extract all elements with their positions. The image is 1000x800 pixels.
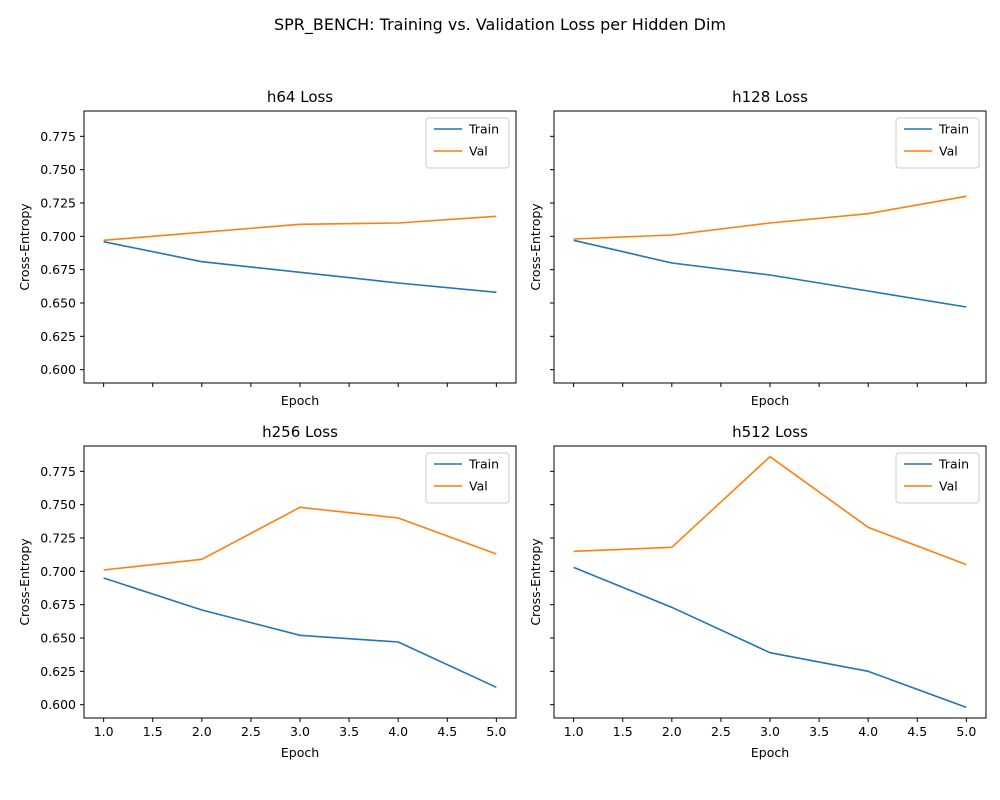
legend-box: [895, 452, 980, 504]
y-axis-label: Cross-Entropy: [17, 538, 32, 626]
axes-frame: [553, 445, 987, 719]
x-axis-label: Epoch: [281, 393, 319, 408]
y-tick-label: 0.700: [40, 564, 76, 579]
legend: Train Val: [425, 117, 510, 169]
y-tick-label: 0.725: [40, 531, 76, 546]
figure-suptitle: SPR_BENCH: Training vs. Validation Loss …: [274, 15, 726, 35]
y-tick-label: 0.700: [40, 229, 76, 244]
series-line-train: [103, 577, 497, 689]
legend-label-val: Val: [469, 479, 488, 494]
y-axis-label: Cross-Entropy: [528, 538, 543, 626]
y-tick-label: 0.625: [40, 664, 76, 679]
x-tick-label: 1.0: [564, 724, 584, 739]
subplot-3: h256 Loss 0.600 0.625 0.650 0.675 0.700 0.725 0…: [17, 423, 517, 760]
axes-frame: [83, 445, 517, 719]
x-tick-label: 2.0: [192, 724, 212, 739]
series-line-train: [573, 239, 967, 308]
legend-label-val: Val: [939, 144, 958, 159]
y-axis-label: Cross-Entropy: [17, 203, 32, 291]
legend-label-train: Train: [938, 457, 969, 472]
series-line-train: [573, 566, 967, 709]
y-tick-label: 0.775: [40, 129, 76, 144]
y-axis-label: Cross-Entropy: [528, 203, 543, 291]
legend-label-train: Train: [468, 457, 499, 472]
x-tick-label: 3.5: [809, 724, 829, 739]
x-tick-label: 3.0: [760, 724, 780, 739]
x-tick-label: 1.5: [613, 724, 633, 739]
subplot-4: h512 Loss 1.0 1.5 2.0 2.5 3.0 3.5 4.0 4.5 5.0 Epoc…: [528, 423, 987, 760]
y-tick-label: 0.750: [40, 497, 76, 512]
legend: Train Val: [895, 452, 980, 504]
x-tick-label: 3.5: [339, 724, 359, 739]
x-tick-label: 3.0: [290, 724, 310, 739]
subplot-2: h128 Loss Epoch Cross-Entropy Train Val: [528, 88, 987, 408]
subplot-grid: h64 Loss 0.600 0.625 0.650 0.675 0.700 0.725 0.…: [17, 88, 987, 760]
x-tick-label: 2.5: [711, 724, 731, 739]
subplot-title: h128 Loss: [732, 88, 808, 106]
y-tick-label: 0.750: [40, 162, 76, 177]
x-tick-label: 5.0: [486, 724, 506, 739]
axes-frame: [83, 110, 517, 384]
legend: Train Val: [895, 117, 980, 169]
x-tick-label: 4.5: [907, 724, 927, 739]
series-line-val: [573, 455, 967, 566]
x-axis-label: Epoch: [751, 745, 789, 760]
series-line-train: [103, 240, 497, 294]
series-line-val: [573, 195, 967, 240]
x-axis-label: Epoch: [281, 745, 319, 760]
y-tick-label: 0.600: [40, 362, 76, 377]
legend-label-val: Val: [939, 479, 958, 494]
legend-label-train: Train: [468, 122, 499, 137]
x-axis-label: Epoch: [751, 393, 789, 408]
series-line-val: [103, 215, 497, 242]
legend-label-val: Val: [469, 144, 488, 159]
x-tick-label: 1.0: [94, 724, 114, 739]
axes-frame: [553, 110, 987, 384]
y-tick-label: 0.600: [40, 697, 76, 712]
x-tick-label: 4.5: [437, 724, 457, 739]
legend-label-train: Train: [938, 122, 969, 137]
x-tick-label: 1.5: [143, 724, 163, 739]
y-tick-label: 0.725: [40, 196, 76, 211]
y-tick-label: 0.650: [40, 631, 76, 646]
x-tick-label: 2.0: [662, 724, 682, 739]
y-tick-label: 0.675: [40, 597, 76, 612]
series-line-val: [103, 506, 497, 571]
y-tick-label: 0.650: [40, 296, 76, 311]
x-tick-label: 4.0: [388, 724, 408, 739]
subplot-1: h64 Loss 0.600 0.625 0.650 0.675 0.700 0.725 0.…: [17, 88, 517, 408]
legend-box: [425, 117, 510, 169]
y-tick-label: 0.775: [40, 464, 76, 479]
legend-box: [425, 452, 510, 504]
x-tick-label: 4.0: [858, 724, 878, 739]
y-tick-label: 0.675: [40, 262, 76, 277]
legend-box: [895, 117, 980, 169]
subplot-title: h64 Loss: [267, 88, 333, 106]
subplot-title: h512 Loss: [732, 423, 808, 441]
x-tick-label: 2.5: [241, 724, 261, 739]
y-tick-label: 0.625: [40, 329, 76, 344]
subplot-title: h256 Loss: [262, 423, 338, 441]
x-tick-label: 5.0: [956, 724, 976, 739]
legend: Train Val: [425, 452, 510, 504]
